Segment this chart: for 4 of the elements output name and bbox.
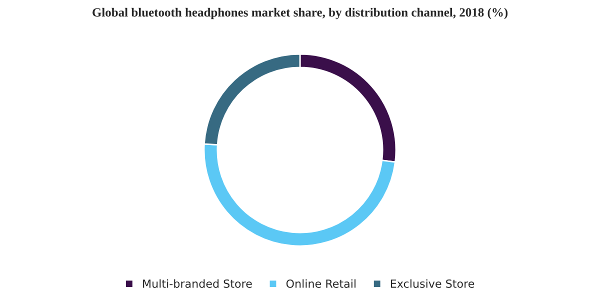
legend-label: Multi-branded Store — [143, 279, 252, 288]
chart-title: Global bluetooth headphones market share, by distribution channel, 2018 (%) — [92, 8, 508, 20]
legend-label: Exclusive Store — [390, 279, 474, 288]
legend-label: Online Retail — [286, 279, 356, 288]
